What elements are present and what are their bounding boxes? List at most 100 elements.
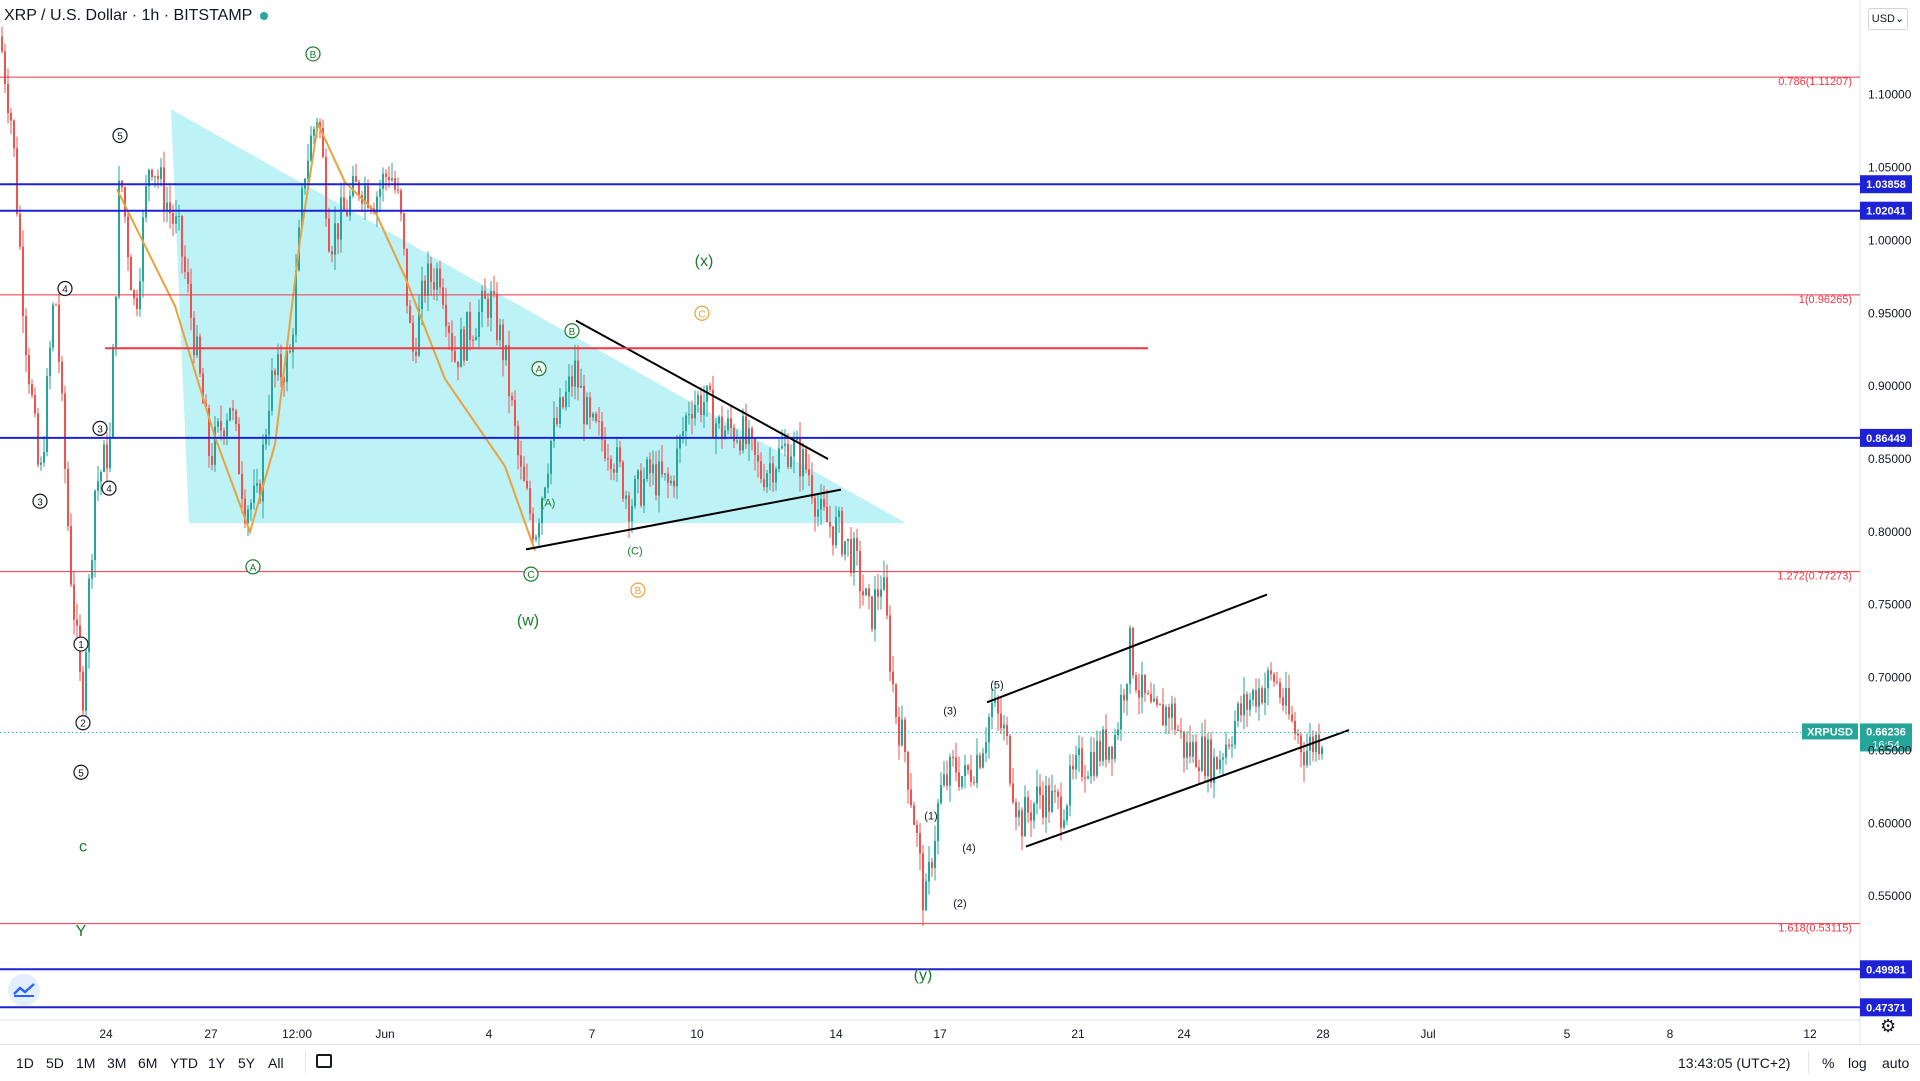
candle-body: [277, 354, 279, 376]
candle-body: [706, 385, 708, 403]
chart-settings-gear-icon[interactable]: ⚙: [1880, 1016, 1897, 1036]
candle-body: [988, 717, 990, 743]
candle-body: [367, 185, 369, 208]
candle-body: [493, 291, 495, 294]
candle-body: [217, 421, 219, 427]
candle-body: [433, 282, 435, 290]
candle-body: [172, 213, 174, 224]
candle-body: [820, 498, 822, 510]
wave-label: c: [79, 839, 87, 856]
timeframe-all[interactable]: All: [268, 1055, 284, 1071]
candle-body: [826, 506, 828, 522]
candle-body: [1072, 765, 1074, 770]
candle-body: [481, 290, 483, 312]
time-tick-label: 14: [829, 1027, 843, 1041]
candle-body: [136, 298, 138, 310]
current-price-box: [1860, 723, 1912, 752]
candle-body: [1126, 684, 1128, 701]
symbol-title[interactable]: XRP / U.S. Dollar · 1h · BITSTAMP: [4, 7, 269, 25]
clock-timezone[interactable]: 13:43:05 (UTC+2): [1678, 1055, 1791, 1071]
time-tick-label: 21: [1071, 1027, 1085, 1041]
wave-label-circle: [531, 361, 547, 377]
candle-body: [226, 420, 228, 437]
candle-body: [724, 430, 726, 440]
candle-body: [211, 456, 213, 465]
tradingview-logo-icon[interactable]: [8, 974, 40, 1006]
timeframe-1y[interactable]: 1Y: [208, 1055, 226, 1071]
candle-body: [730, 418, 732, 428]
price-tick-label: 0.65000: [1868, 743, 1912, 757]
candle-body: [385, 173, 387, 177]
candle-body: [535, 537, 537, 540]
candle-body: [1291, 714, 1293, 721]
wave-label: 1: [78, 640, 84, 651]
candle-body: [571, 376, 573, 387]
candle-body: [790, 456, 792, 468]
wave-label: 5: [78, 768, 84, 779]
percent-scale-toggle[interactable]: %: [1822, 1055, 1835, 1071]
wave-label-circle: [112, 127, 128, 144]
wave-label: 3: [97, 424, 103, 435]
wave-label-circle: [523, 566, 539, 582]
log-scale-toggle[interactable]: log: [1848, 1055, 1867, 1071]
candle-body: [259, 483, 261, 502]
candle-body: [1174, 703, 1176, 730]
currency-selector[interactable]: USD⌄: [1868, 8, 1908, 30]
fib-level-label: 1(0.96265): [1799, 294, 1852, 306]
candle-body: [739, 440, 741, 451]
candle-body: [952, 756, 954, 758]
timeframe-1m[interactable]: 1M: [76, 1055, 96, 1071]
candle-body: [13, 120, 15, 149]
candle-body: [496, 293, 498, 341]
symbol-name-label: XRPUSD: [1807, 726, 1853, 738]
candle-body: [145, 186, 147, 218]
timeframe-6m[interactable]: 6M: [138, 1055, 158, 1071]
candle-body: [967, 765, 969, 770]
timeframe-5y[interactable]: 5Y: [238, 1055, 256, 1071]
wave-label: 5: [117, 132, 123, 143]
candle-body: [196, 336, 198, 356]
wave-label: (w): [517, 613, 539, 630]
candle-body: [1120, 694, 1122, 730]
candle-body: [235, 410, 237, 425]
timeframe-ytd[interactable]: YTD: [170, 1055, 198, 1071]
price-tick-label: 0.60000: [1868, 816, 1912, 830]
candle-body: [7, 84, 9, 114]
bottom-toolbar: 1D 5D 1M 3M 6M YTD 1Y 5Y All 13:43:05 (U…: [0, 1044, 1920, 1081]
candle-body: [964, 765, 966, 776]
wave-label: (3): [943, 706, 956, 718]
candle-body: [313, 128, 315, 136]
price-chart[interactable]: 0.786(1.11207) 1.03858 1.02041 1(0.96265) 0.…: [0, 0, 1920, 1044]
candle-body: [937, 803, 939, 841]
timeframe-5d[interactable]: 5D: [46, 1055, 64, 1071]
candle-body: [1303, 752, 1305, 766]
candle-body: [103, 444, 105, 473]
candle-body: [346, 210, 348, 216]
candle-body: [436, 268, 438, 290]
candle-body: [124, 187, 126, 217]
level-price-label: 0.49981: [1866, 964, 1906, 976]
auto-scale-toggle[interactable]: auto: [1882, 1055, 1910, 1071]
timeframe-1d[interactable]: 1D: [16, 1055, 34, 1071]
candle-body: [1015, 802, 1017, 818]
candle-body: [1009, 735, 1011, 784]
candle-body: [244, 498, 246, 524]
candle-body: [544, 487, 546, 499]
candle-body: [364, 185, 366, 204]
candle-body: [556, 417, 558, 424]
wave-label: (4): [962, 843, 975, 855]
timeframe-3m[interactable]: 3M: [107, 1055, 127, 1071]
candle-body: [1306, 750, 1308, 766]
candle-body: [559, 397, 561, 424]
candle-body: [787, 443, 789, 468]
candle-body: [1060, 796, 1062, 828]
candle-body: [415, 351, 417, 356]
date-range-calendar-icon[interactable]: [316, 1054, 332, 1068]
candle-body: [694, 404, 696, 419]
candle-body: [913, 805, 915, 825]
candle-body: [1282, 697, 1284, 706]
wave-label: 2: [80, 719, 86, 730]
candle-body: [877, 589, 879, 597]
candle-body: [352, 176, 354, 196]
candle-body: [640, 470, 642, 506]
